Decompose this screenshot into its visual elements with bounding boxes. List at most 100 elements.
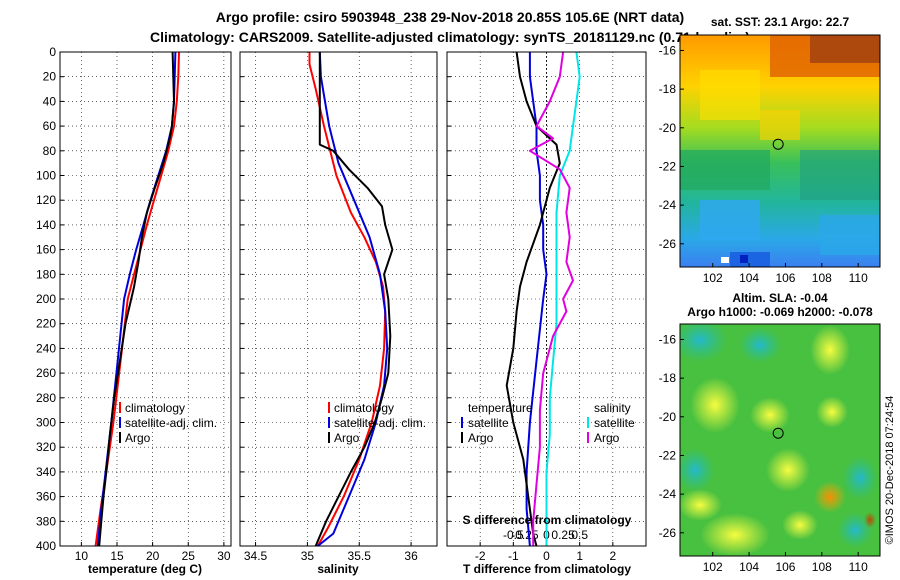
- sst-map-ytick-label: -22: [659, 159, 677, 173]
- depth-ytick-label: 20: [43, 70, 57, 84]
- salinity-xlabel: salinity: [317, 562, 359, 576]
- depth-ytick-label: 180: [36, 267, 56, 281]
- depth-ytick-label: 380: [36, 514, 56, 528]
- legend-argo-label: Argo: [125, 431, 151, 445]
- sst-map-xtick-label: 104: [739, 271, 759, 285]
- temperature-frame: [59, 51, 232, 547]
- difference-xtick-label: -2: [475, 549, 486, 563]
- depth-ytick-label: 280: [36, 391, 56, 405]
- figure-title-line1: Argo profile: csiro 5903948_238 29-Nov-2…: [216, 9, 684, 25]
- temperature-xtick-label: 30: [217, 549, 231, 563]
- difference-xtick-label: -1: [508, 549, 519, 563]
- legend-t-argo-label: Argo: [468, 431, 494, 445]
- difference-xlabel-top: S difference from climatology: [463, 513, 632, 527]
- difference-xtick-label: 1: [576, 549, 583, 563]
- depth-ytick-label: 320: [36, 440, 56, 454]
- depth-ytick-label: 340: [36, 465, 56, 479]
- sla-map-title-line1: Altim. SLA: -0.04: [732, 291, 828, 305]
- sst-map-xtick-label: 106: [775, 271, 795, 285]
- legend-salinity-title: salinity: [594, 401, 631, 415]
- sla-map-xtick-label: 110: [849, 560, 868, 574]
- sla-float-position-marker: [772, 427, 784, 439]
- sla-map-ytick-label: -18: [659, 371, 677, 385]
- depth-ytick-label: 260: [36, 366, 56, 380]
- depth-ytick-label: 100: [36, 169, 56, 183]
- salinity-xtick-label: 35: [301, 549, 315, 563]
- sla-map-xtick-label: 106: [775, 560, 795, 574]
- salinity-series-argo: [314, 52, 394, 547]
- salinity-series-climatology: [308, 52, 387, 547]
- sst-map-ytick-label: -26: [659, 237, 677, 251]
- legend-satellite-label: satellite-adj. clim.: [125, 416, 217, 430]
- legend-climatology-label: climatology: [334, 401, 394, 415]
- depth-ytick-label: 60: [43, 119, 57, 133]
- sst-map-ytick-label: -24: [659, 198, 677, 212]
- sst-map-title: sat. SST: 23.1 Argo: 22.7: [711, 15, 850, 29]
- temperature-xlabel: temperature (deg C): [88, 562, 202, 576]
- salinity-legend: climatology satellite-adj. clim. Argo: [328, 401, 426, 445]
- depth-ytick-label: 240: [36, 341, 56, 355]
- sst-map-image: [680, 35, 880, 267]
- temperature-series-climatology: [94, 51, 180, 547]
- legend-argo-label: Argo: [334, 431, 360, 445]
- sst-map-ytick-label: -20: [659, 121, 677, 135]
- salinity-xtick-label: 35.5: [348, 549, 372, 563]
- difference-xlabel: T difference from climatology: [463, 562, 631, 576]
- difference-series-t-satellite: [525, 52, 548, 547]
- sst-map-xtick-label: 108: [812, 271, 832, 285]
- difference-s-xtick-label: 0.25: [551, 528, 575, 542]
- imos-credit: ©IMOS 20-Dec-2018 07:24:54: [884, 396, 896, 545]
- depth-ytick-label: 300: [36, 416, 56, 430]
- difference-frame: [446, 51, 647, 547]
- depth-ytick-label: 80: [43, 144, 57, 158]
- sla-map-ytick-label: -26: [659, 526, 677, 540]
- salinity-xtick-label: 36: [404, 549, 418, 563]
- difference-xtick-label: 2: [609, 549, 616, 563]
- temperature-xtick-label: 20: [146, 549, 160, 563]
- temperature-panel: 10 15 20 25 30020406080100120140160180200220…: [36, 45, 232, 576]
- sla-map-frame: [679, 323, 881, 557]
- sla-map-ytick-label: -22: [659, 448, 677, 462]
- depth-ytick-label: 140: [36, 218, 56, 232]
- legend-s-argo-label: Argo: [594, 431, 620, 445]
- legend-satellite-label: satellite-adj. clim.: [334, 416, 426, 430]
- sst-map-xtick-label: 102: [703, 271, 723, 285]
- sla-map: Altim. SLA: -0.04 Argo h1000: -0.069 h20…: [659, 291, 881, 574]
- depth-ytick-label: 0: [49, 45, 56, 59]
- sla-map-ytick-label: -20: [659, 410, 677, 424]
- figure-title-line2: Climatology: CARS2009. Satellite-adjuste…: [150, 29, 750, 45]
- depth-ytick-label: 160: [36, 243, 56, 257]
- difference-legend: temperature satellite Argo salinity sate…: [461, 401, 635, 445]
- difference-s-xtick-label: -0.5: [503, 528, 524, 542]
- sst-map-ytick-label: -18: [659, 82, 677, 96]
- salinity-panel: 34.5 35 35.5 36 salinity climatology satell…: [239, 51, 438, 576]
- temperature-legend: climatology satellite-adj. clim. Argo: [119, 401, 217, 445]
- depth-ytick-label: 120: [36, 193, 56, 207]
- sla-map-title-line2: Argo h1000: -0.069 h2000: -0.078: [687, 305, 873, 319]
- sla-map-xtick-label: 102: [703, 560, 723, 574]
- sla-map-ytick-label: -24: [659, 487, 677, 501]
- temperature-xtick-label: 25: [182, 549, 196, 563]
- difference-series-s-argo: [528, 51, 574, 546]
- difference-s-xtick-label: 0.5: [571, 528, 588, 542]
- sst-map-frame: [679, 34, 881, 268]
- sst-map-ytick-label: -16: [659, 43, 677, 57]
- temperature-xtick-label: 10: [75, 549, 89, 563]
- temperature-xtick-label: 15: [110, 549, 124, 563]
- sst-map-xtick-label: 110: [849, 271, 868, 285]
- legend-climatology-label: climatology: [125, 401, 185, 415]
- salinity-xtick-label: 34.5: [244, 549, 268, 563]
- salinity-frame: [239, 51, 438, 547]
- depth-ytick-label: 400: [36, 539, 56, 553]
- difference-panel: -2 -1 0 1 2-0.5-0.25 0 0.250.5 S difference fr…: [446, 51, 647, 576]
- sst-float-position-marker: [772, 138, 784, 150]
- temperature-series-argo: [98, 51, 175, 547]
- salinity-series-satellite-adj-clim-: [317, 51, 389, 547]
- depth-ytick-label: 40: [43, 94, 57, 108]
- sla-map-ytick-label: -16: [659, 332, 677, 346]
- sst-map: sat. SST: 23.1 Argo: 22.7 102 104 106 108 11…: [659, 15, 881, 285]
- legend-t-satellite-label: satellite: [468, 416, 509, 430]
- sla-map-xtick-label: 104: [739, 560, 759, 574]
- difference-series-s-satellite: [545, 51, 581, 546]
